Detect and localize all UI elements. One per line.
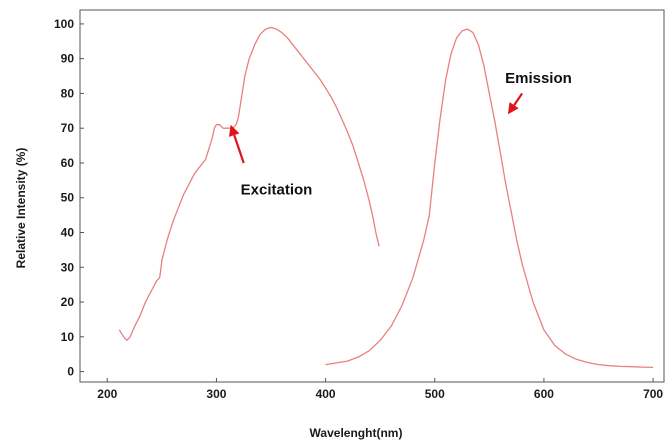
- x-tick-label: 700: [643, 387, 663, 401]
- annotations: Excitation Emission: [241, 70, 572, 198]
- series-lines: [118, 26, 654, 369]
- y-tick-label: 60: [61, 156, 75, 170]
- x-tick-label: 600: [534, 387, 554, 401]
- y-tick-label: 70: [61, 121, 75, 135]
- x-axis-ticks: 200 300 400 500 600 700: [97, 378, 663, 401]
- plot-border: [79, 9, 665, 383]
- y-tick-label: 20: [61, 295, 75, 309]
- annotation-label: Emission: [505, 70, 572, 87]
- y-tick-label: 0: [67, 365, 74, 379]
- y-tick-label: 90: [61, 52, 75, 66]
- emission-curve: [325, 28, 654, 369]
- y-axis-ticks: 0 10 20 30 40 50 60 70 80 90 100: [54, 17, 84, 379]
- annotation-arrows: [229, 92, 524, 164]
- y-tick-label: 80: [61, 86, 75, 100]
- y-tick-label: 40: [61, 226, 75, 240]
- x-tick-label: 200: [97, 387, 117, 401]
- y-tick-label: 100: [54, 17, 74, 31]
- y-axis-label: Relative Intensity (%): [14, 148, 28, 269]
- x-axis-label: Wavelenght(nm): [310, 426, 403, 440]
- y-tick-label: 30: [61, 260, 75, 274]
- plot-area: [79, 9, 665, 383]
- x-tick-label: 300: [206, 387, 226, 401]
- annotation-label: Excitation: [241, 181, 313, 198]
- annotation-arrow: [507, 92, 524, 115]
- y-tick-label: 50: [61, 191, 75, 205]
- x-tick-label: 400: [316, 387, 336, 401]
- excitation-curve: [118, 26, 380, 341]
- x-tick-label: 500: [425, 387, 445, 401]
- y-tick-label: 10: [61, 330, 75, 344]
- annotation-arrow: [229, 124, 245, 164]
